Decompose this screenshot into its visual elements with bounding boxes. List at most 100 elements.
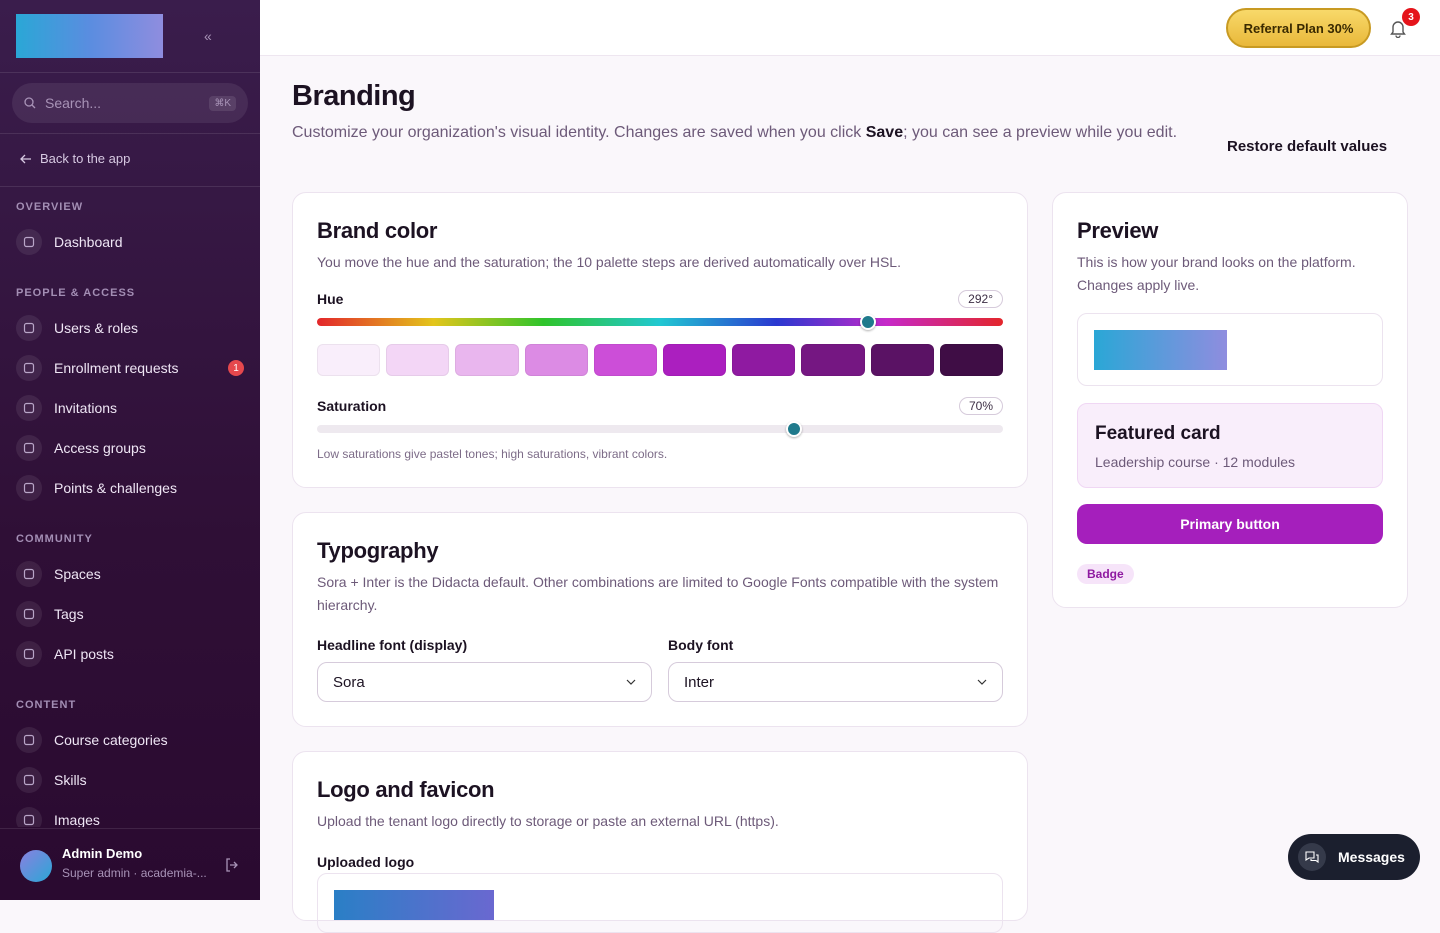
saturation-label: Saturation [317, 398, 387, 414]
avatar [20, 850, 52, 882]
arrow-icon [20, 154, 31, 163]
badge: Badge [1077, 564, 1134, 584]
saturation-value: 70% [958, 397, 1003, 415]
nav-icon [16, 767, 42, 793]
back-link[interactable]: Back to the app [20, 151, 130, 166]
palette [317, 344, 1004, 376]
back-label: Back to the app [40, 151, 131, 166]
hue-thumb[interactable] [860, 314, 876, 330]
body-label: Body font [668, 637, 734, 653]
nav-icon [16, 807, 42, 827]
logo-box [317, 873, 1003, 933]
section-title: PEOPLE & ACCESS [16, 287, 136, 299]
collapse-button[interactable]: « [204, 28, 212, 44]
hue-slider[interactable] [317, 318, 1003, 326]
notifications-button[interactable] [1388, 18, 1408, 38]
card-title: Brand color [317, 218, 438, 243]
nav-label: Enrollment requests [54, 360, 179, 376]
nav-item[interactable]: Skills [16, 760, 244, 800]
palette-swatch [455, 344, 519, 376]
nav-label: API posts [54, 646, 114, 662]
messages-label: Messages [1338, 849, 1405, 865]
nav-section: PEOPLE & ACCESS Users & roles Enrollment r… [0, 267, 260, 508]
palette-swatch [663, 344, 727, 376]
nav-item[interactable]: Spaces [16, 554, 244, 594]
nav-label: Tags [54, 606, 84, 622]
description-text: Customize your organization's visual ide… [292, 124, 866, 141]
messages-icon [1298, 843, 1326, 871]
divider [0, 186, 260, 187]
nav-badge: 1 [228, 360, 244, 376]
nav-item[interactable]: Invitations [16, 388, 244, 428]
body-select[interactable]: Inter [668, 662, 1003, 702]
nav-item[interactable]: Images [16, 800, 244, 827]
select-value: Inter [684, 673, 715, 691]
nav-icon [16, 561, 42, 587]
restore-button[interactable]: Restore default values [1227, 138, 1388, 155]
search[interactable]: Search... ⌘K [12, 83, 248, 123]
topbar: Referral Plan 30% 3 [260, 0, 1440, 56]
saturation-hint: Low saturations give pastel tones; high … [317, 447, 668, 461]
saturation-thumb[interactable] [786, 421, 802, 437]
page-description: Customize your organization's visual ide… [292, 121, 1182, 145]
nav-label: Spaces [54, 566, 101, 582]
nav-label: Invitations [54, 400, 118, 416]
palette-swatch [870, 344, 934, 376]
nav-label: Images [54, 812, 100, 827]
logo-image [1094, 330, 1227, 370]
hue-label: Hue [317, 291, 344, 307]
palette-swatch [317, 344, 381, 376]
featured-subtitle: Leadership course · 12 modules [1095, 454, 1296, 470]
nav-item[interactable]: Users & roles [16, 308, 244, 348]
palette-swatch [939, 344, 1004, 376]
palette-swatch [524, 344, 588, 376]
headline-label: Headline font (display) [317, 637, 468, 653]
headline-select[interactable]: Sora [317, 662, 652, 702]
card-description: This is how your brand looks on the plat… [1077, 254, 1356, 293]
divider [0, 72, 260, 73]
nav-item[interactable]: Enrollment requests 1 [16, 348, 244, 388]
sidebar: « Search... ⌘K Back to the app OVERVIEW D… [0, 0, 260, 900]
nav-item[interactable]: Course categories [16, 720, 244, 760]
card-description: Upload the tenant logo directly to stora… [317, 813, 779, 829]
preview-card: Preview This is how your brand looks on … [1052, 192, 1408, 608]
nav-icon [16, 355, 42, 381]
notification-count: 3 [1402, 8, 1420, 26]
card-description: Sora + Inter is the Didacta default. Oth… [317, 574, 999, 613]
hue-value: 292° [958, 290, 1003, 308]
uploaded-label: Uploaded logo [317, 854, 415, 870]
search-icon [24, 97, 36, 109]
section-title: COMMUNITY [16, 533, 93, 545]
chevron [626, 679, 636, 685]
typography-card: Typography Sora + Inter is the Didacta d… [292, 512, 1028, 727]
saturation-slider[interactable] [317, 425, 1003, 433]
nav-item[interactable]: Dashboard [16, 222, 244, 262]
nav-section: COMMUNITY Spaces Tags API posts [0, 513, 260, 674]
messages-button[interactable]: Messages [1288, 834, 1420, 880]
logo[interactable] [16, 14, 163, 58]
card-title: Typography [317, 538, 439, 563]
nav-section: OVERVIEW Dashboard [0, 181, 260, 262]
nav-item[interactable]: Tags [16, 594, 244, 634]
palette-swatch [732, 344, 796, 376]
nav-label: Users & roles [54, 320, 139, 336]
logo-image [334, 890, 494, 920]
nav-item[interactable]: API posts [16, 634, 244, 674]
user-panel: Admin Demo Super admin · academia-... [0, 828, 260, 900]
primary-button[interactable]: Primary button [1077, 504, 1383, 544]
nav-icon [16, 727, 42, 753]
nav-item[interactable]: Points & challenges [16, 468, 244, 508]
referral-button[interactable]: Referral Plan 30% [1226, 8, 1371, 48]
shortcut: ⌘K [209, 95, 236, 111]
nav-icon [16, 475, 42, 501]
nav-icon [16, 601, 42, 627]
card-description: You move the hue and the saturation; the… [317, 254, 901, 270]
search-placeholder: Search... [45, 95, 102, 111]
logout-button[interactable] [224, 857, 240, 873]
brand-color-card: Brand color You move the hue and the sat… [292, 192, 1028, 488]
description-bold: Save [865, 124, 904, 141]
nav-icon [16, 395, 42, 421]
featured-title: Featured card [1095, 423, 1221, 444]
nav-item[interactable]: Access groups [16, 428, 244, 468]
